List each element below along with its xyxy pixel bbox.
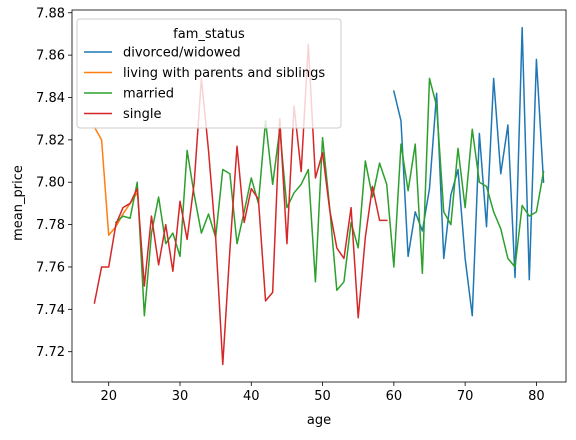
legend-label: single bbox=[123, 107, 162, 122]
legend-item: living with parents and siblings bbox=[84, 66, 325, 81]
y-tick-label: 7.84 bbox=[36, 91, 65, 106]
x-tick-label: 80 bbox=[528, 389, 545, 404]
plot-frame bbox=[71, 9, 567, 383]
x-tick-label: 60 bbox=[386, 389, 403, 404]
x-tick-label: 20 bbox=[100, 389, 117, 404]
y-tick-label: 7.78 bbox=[36, 218, 65, 233]
y-tick-label: 7.80 bbox=[36, 176, 65, 191]
legend-title: fam_status bbox=[173, 27, 245, 42]
x-axis-label: age bbox=[307, 413, 331, 428]
x-tick-label: 50 bbox=[314, 389, 331, 404]
series-layer bbox=[93, 26, 545, 366]
y-tick-label: 7.88 bbox=[36, 6, 65, 21]
legend-items: divorced/widowed living with parents and … bbox=[84, 46, 325, 122]
legend-frame bbox=[76, 18, 342, 129]
y-tick-label: 7.72 bbox=[36, 345, 65, 360]
legend-item: married bbox=[84, 87, 174, 102]
legend-item: divorced/widowed bbox=[84, 46, 241, 61]
x-tick-label: 70 bbox=[457, 389, 474, 404]
y-tick-label: 7.74 bbox=[36, 303, 65, 318]
y-tick-label: 7.76 bbox=[36, 260, 65, 275]
y-tick-label: 7.86 bbox=[36, 49, 65, 64]
legend-label: living with parents and siblings bbox=[123, 66, 325, 81]
axes-layer: 20 30 40 50 60 70 80 7.72 7.74 7.76 7.78 7.80 7.82 7.… bbox=[36, 6, 567, 404]
series-line-single bbox=[93, 43, 388, 366]
y-axis-label: mean_price bbox=[11, 165, 26, 241]
legend-label: divorced/widowed bbox=[123, 46, 241, 61]
y-tick-label: 7.82 bbox=[36, 133, 65, 148]
legend: fam_status divorced/widowed living with p… bbox=[76, 18, 342, 129]
x-tick-label: 40 bbox=[243, 389, 260, 404]
x-tick-label: 30 bbox=[172, 389, 189, 404]
legend-label: married bbox=[123, 87, 174, 102]
legend-item: single bbox=[84, 107, 162, 122]
